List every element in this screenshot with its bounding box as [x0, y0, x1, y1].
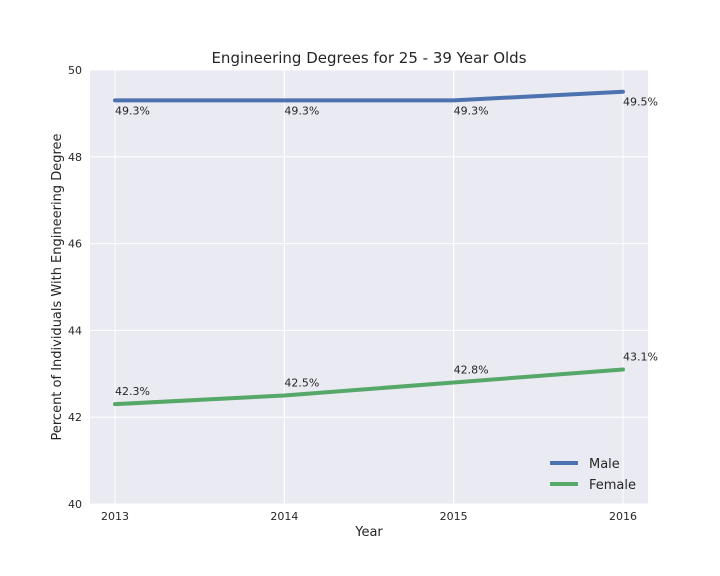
- data-label-male: 49.3%: [454, 104, 489, 117]
- legend: Male Female: [550, 457, 636, 493]
- x-tick-label: 2013: [101, 510, 129, 523]
- chart-title: Engineering Degrees for 25 - 39 Year Old…: [211, 49, 526, 67]
- data-label-male: 49.3%: [115, 104, 150, 117]
- x-tick-label: 2016: [609, 510, 637, 523]
- series-lines: [113, 89, 625, 407]
- y-axis-label: Percent of Individuals With Engineering …: [50, 133, 65, 440]
- x-tick-label: 2015: [440, 510, 468, 523]
- y-tick-label: 48: [68, 151, 82, 164]
- data-labels: 49.3% 49.3% 49.3% 49.5% 42.3% 42.5% 42.8% 43.1%: [115, 96, 658, 398]
- series-line-male: [113, 89, 625, 103]
- data-label-male: 49.3%: [284, 104, 319, 117]
- grid-lines: [90, 69, 648, 505]
- data-label-female: 42.5%: [284, 377, 319, 390]
- tick-labels: 40 42 44 46 48 50 2013 2014 2015 2016: [68, 64, 637, 523]
- plot-background: [90, 70, 648, 504]
- data-label-female: 42.3%: [115, 385, 150, 398]
- x-axis-label: Year: [354, 525, 383, 540]
- y-tick-label: 46: [68, 238, 82, 251]
- data-label-female: 43.1%: [623, 350, 658, 363]
- y-tick-label: 50: [68, 64, 82, 77]
- y-tick-label: 42: [68, 411, 82, 424]
- series-line-female: [113, 367, 625, 407]
- data-label-male: 49.5%: [623, 96, 658, 109]
- x-tick-label: 2014: [270, 510, 298, 523]
- data-label-female: 42.8%: [454, 363, 489, 376]
- legend-label-male: Male: [589, 457, 620, 472]
- y-tick-label: 44: [68, 324, 82, 337]
- legend-label-female: Female: [589, 478, 636, 493]
- y-tick-label: 40: [68, 498, 82, 511]
